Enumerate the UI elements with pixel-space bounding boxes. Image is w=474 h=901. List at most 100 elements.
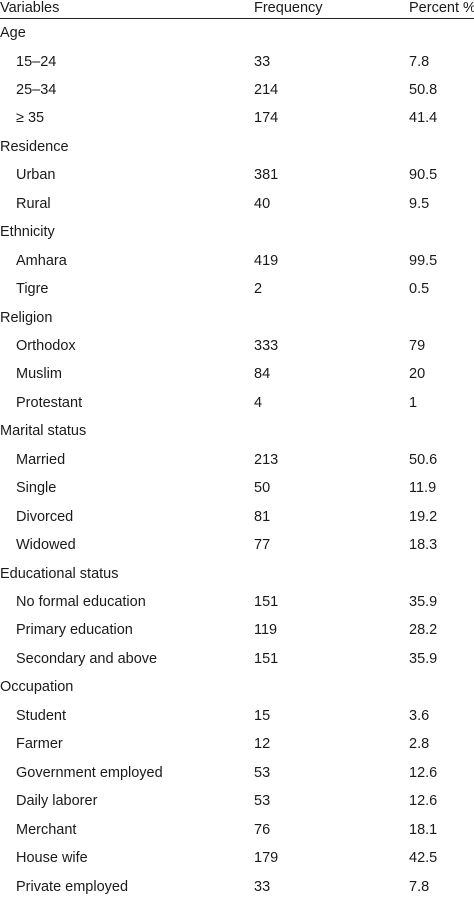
table-row: Widowed 77 18.3 bbox=[0, 531, 474, 559]
row-percent: 18.1 bbox=[409, 821, 438, 838]
row-label: ≥ 35 bbox=[16, 110, 45, 127]
group-label: Age bbox=[0, 25, 26, 41]
group-row: Residence bbox=[0, 133, 474, 161]
row-label: Private employed bbox=[16, 878, 129, 895]
row-frequency: 4 bbox=[254, 394, 263, 411]
row-label: 25–34 bbox=[16, 81, 57, 98]
table-row: ≥ 35 174 41.4 bbox=[0, 104, 474, 132]
row-percent: 12.6 bbox=[409, 764, 438, 781]
row-label: Primary education bbox=[16, 622, 133, 639]
row-label: Single bbox=[16, 480, 57, 497]
row-percent: 42.5 bbox=[409, 850, 438, 866]
group-label: Educational status bbox=[0, 565, 119, 582]
table-row: Rural 40 9.5 bbox=[0, 190, 474, 218]
row-percent: 2.8 bbox=[409, 736, 430, 753]
header-frequency: Frequency bbox=[254, 0, 323, 16]
table-row: Protestant 4 1 bbox=[0, 389, 474, 417]
group-row: Marital status bbox=[0, 417, 474, 445]
row-label: Student bbox=[16, 707, 66, 724]
row-label: Rural bbox=[16, 195, 51, 212]
row-percent: 9.5 bbox=[409, 195, 430, 212]
row-percent: 99.5 bbox=[409, 252, 438, 269]
table-row: Merchant 76 18.1 bbox=[0, 816, 474, 844]
table-row: Married 213 50.6 bbox=[0, 446, 474, 474]
table-row: Private employed 33 7.8 bbox=[0, 873, 474, 901]
table-row: Primary education 119 28.2 bbox=[0, 616, 474, 644]
table-header-row: Variables Frequency Percent % bbox=[0, 0, 474, 22]
row-percent: 0.5 bbox=[409, 281, 430, 298]
row-frequency: 119 bbox=[254, 622, 278, 639]
row-label: Widowed bbox=[16, 537, 76, 554]
row-percent: 35.9 bbox=[409, 650, 438, 667]
row-label: Married bbox=[16, 451, 66, 468]
row-percent: 1 bbox=[409, 394, 418, 411]
row-label: Farmer bbox=[16, 736, 63, 753]
group-label: Residence bbox=[0, 138, 69, 155]
row-percent: 18.3 bbox=[409, 537, 438, 554]
row-percent: 3.6 bbox=[409, 707, 430, 724]
row-label: Muslim bbox=[16, 366, 62, 383]
row-percent: 11.9 bbox=[409, 480, 437, 497]
row-label: Amhara bbox=[16, 252, 67, 269]
row-frequency: 76 bbox=[254, 821, 271, 838]
row-frequency: 84 bbox=[254, 366, 271, 383]
row-frequency: 53 bbox=[254, 764, 271, 781]
table-row: Amhara 419 99.5 bbox=[0, 247, 474, 275]
table-row: Daily laborer 53 12.6 bbox=[0, 787, 474, 815]
row-label: Orthodox bbox=[16, 337, 76, 354]
row-percent: 7.8 bbox=[409, 878, 430, 895]
row-frequency: 2 bbox=[254, 281, 263, 298]
row-percent: 50.8 bbox=[409, 81, 438, 98]
row-frequency: 50 bbox=[254, 480, 271, 497]
header-rule bbox=[0, 18, 474, 19]
row-frequency: 179 bbox=[254, 850, 279, 866]
table-row: Government employed 53 12.6 bbox=[0, 759, 474, 787]
row-frequency: 81 bbox=[254, 508, 271, 525]
group-row: Ethnicity bbox=[0, 218, 474, 246]
row-frequency: 174 bbox=[254, 110, 279, 127]
row-frequency: 151 bbox=[254, 594, 279, 610]
row-frequency: 33 bbox=[254, 53, 271, 70]
row-frequency: 213 bbox=[254, 451, 279, 468]
table-row: Secondary and above 151 35.9 bbox=[0, 645, 474, 673]
row-label: Daily laborer bbox=[16, 793, 98, 810]
table-row: Urban 381 90.5 bbox=[0, 161, 474, 189]
table-row: Tigre 2 0.5 bbox=[0, 275, 474, 303]
row-label: Government employed bbox=[16, 764, 163, 781]
row-percent: 50.6 bbox=[409, 451, 438, 468]
row-percent: 19.2 bbox=[409, 508, 438, 525]
row-percent: 35.9 bbox=[409, 594, 438, 610]
row-label: Secondary and above bbox=[16, 650, 158, 667]
header-percent: Percent % bbox=[409, 0, 474, 16]
row-label: Merchant bbox=[16, 821, 77, 838]
row-frequency: 419 bbox=[254, 252, 279, 269]
table-row: Single 50 11.9 bbox=[0, 474, 474, 502]
row-label: No formal education bbox=[16, 594, 146, 610]
row-label: 15–24 bbox=[16, 53, 57, 70]
row-label: Urban bbox=[16, 167, 56, 184]
row-frequency: 53 bbox=[254, 793, 271, 810]
group-row: Age bbox=[0, 19, 474, 47]
row-percent: 28.2 bbox=[409, 622, 438, 639]
table-row: No formal education 151 35.9 bbox=[0, 588, 474, 616]
table-row: Divorced 81 19.2 bbox=[0, 503, 474, 531]
table-row: Orthodox 333 79 bbox=[0, 332, 474, 360]
table-row: 15–24 33 7.8 bbox=[0, 48, 474, 76]
table-row: Farmer 12 2.8 bbox=[0, 730, 474, 758]
row-percent: 20 bbox=[409, 366, 426, 383]
row-percent: 79 bbox=[409, 337, 426, 354]
table-row: Student 15 3.6 bbox=[0, 702, 474, 730]
table-row: 25–34 214 50.8 bbox=[0, 76, 474, 104]
row-label: Tigre bbox=[16, 281, 49, 298]
row-percent: 12.6 bbox=[409, 793, 438, 810]
group-row: Religion bbox=[0, 304, 474, 332]
row-label: House wife bbox=[16, 850, 88, 866]
row-frequency: 381 bbox=[254, 167, 279, 184]
row-frequency: 77 bbox=[254, 537, 271, 554]
table-row: House wife 179 42.5 bbox=[0, 844, 474, 872]
row-percent: 7.8 bbox=[409, 53, 430, 70]
row-label: Divorced bbox=[16, 508, 74, 525]
group-label: Religion bbox=[0, 309, 53, 326]
row-percent: 90.5 bbox=[409, 167, 438, 184]
